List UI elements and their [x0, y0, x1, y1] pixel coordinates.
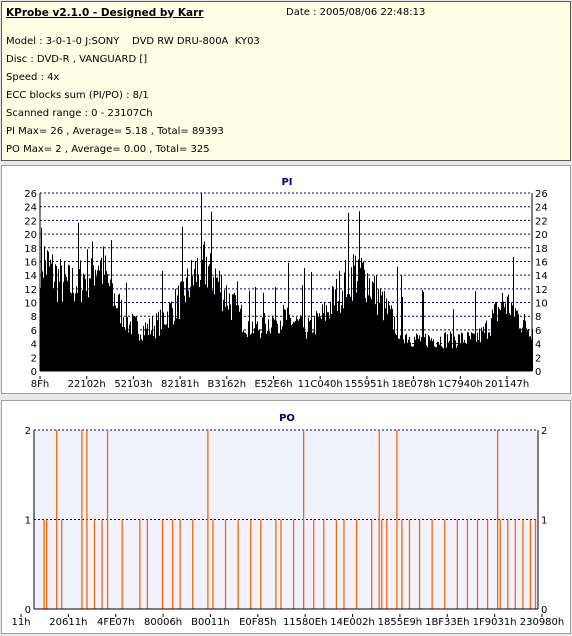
- pi-xtick-label: 82181h: [161, 379, 199, 390]
- pi-xtick-label: 155951h: [345, 379, 390, 390]
- range-line: Scanned range : 0 - 23107Ch: [6, 108, 153, 119]
- po-xtick-label: 230980h: [520, 617, 565, 628]
- pi-ytick-left: 6: [31, 326, 37, 337]
- pi-chart-panel: PI 0 0 2 2 4 4 6 6 8 8 10 10 12 12 14 14 16 16 18 18 20 20 22 2…: [1, 165, 571, 394]
- po-xtick-label: B0011h: [191, 617, 230, 628]
- po-ytick-left: 1: [25, 516, 31, 527]
- pi-ytick-left: 12: [24, 285, 37, 296]
- po-xtick-label: 11h: [11, 617, 30, 628]
- po-xtick-label: 80006h: [144, 617, 182, 628]
- pi-ytick-left: 0: [31, 367, 37, 378]
- model-line: Model : 3-0-1-0 J:SONY DVD RW DRU-800A K…: [6, 36, 260, 47]
- pi-ytick-right: 18: [535, 244, 548, 255]
- po-xtick-label: E0F85h: [239, 617, 277, 628]
- pi-ytick-left: 20: [24, 230, 37, 241]
- pi-ytick-right: 22: [535, 216, 548, 227]
- pi-ytick-left: 8: [31, 312, 37, 323]
- po-ytick-left: 0: [25, 605, 31, 616]
- pi-ytick-left: 26: [24, 189, 37, 200]
- pi-xtick-label: 1C7940h: [438, 379, 483, 390]
- ecc-line: ECC blocks sum (PI/PO) : 8/1: [6, 90, 149, 101]
- po-xtick-label: 1F9031h: [473, 617, 517, 628]
- po-xtick-label: 4FE07h: [97, 617, 135, 628]
- app-title: KProbe v2.1.0 - Designed by Karr: [6, 7, 204, 19]
- scan-date: Date : 2005/08/06 22:48:13: [286, 7, 426, 18]
- po-chart-panel: PO 0 0 1 1 2 2 11h 20611h 4FE07h 80006h B0011h E0F8…: [1, 400, 571, 634]
- pi-xtick-label: 201147h: [485, 379, 530, 390]
- pi-xtick-label: 11C040h: [298, 379, 343, 390]
- info-panel: KProbe v2.1.0 - Designed by Karr Date : …: [1, 1, 571, 161]
- pi-xtick-label: 22102h: [68, 379, 106, 390]
- pi-ytick-right: 12: [535, 285, 548, 296]
- pi-data-area: [40, 193, 533, 371]
- po-ytick-right: 1: [541, 516, 547, 527]
- po-ytick-right: 2: [541, 426, 547, 437]
- pi-ytick-left: 14: [24, 271, 37, 282]
- pi-ytick-left: 24: [24, 203, 37, 214]
- pi-ytick-left: 18: [24, 244, 37, 255]
- pi-ytick-right: 2: [535, 353, 541, 364]
- pi-xtick-label: 8Fh: [31, 379, 49, 390]
- po-xtick-label: 1855E9h: [378, 617, 422, 628]
- pi-xtick-label: 18E078h: [391, 379, 435, 390]
- pi-chart-title: PI: [281, 177, 292, 188]
- po-chart: PO 0 0 1 1 2 2 11h 20611h 4FE07h 80006h B0011h E0F8…: [11, 413, 564, 628]
- po-ytick-left: 2: [25, 426, 31, 437]
- pi-ytick-left: 16: [24, 257, 37, 268]
- pi-ytick-right: 8: [535, 312, 541, 323]
- pi-xtick-label: B3162h: [207, 379, 246, 390]
- pi-ytick-right: 10: [535, 299, 548, 310]
- pi-ytick-right: 4: [535, 340, 541, 351]
- pi-xtick-label: 52103h: [114, 379, 152, 390]
- po-xtick-label: 11580Eh: [283, 617, 327, 628]
- pi-ytick-right: 26: [535, 189, 548, 200]
- pi-ytick-right: 6: [535, 326, 541, 337]
- speed-line: Speed : 4x: [6, 72, 60, 83]
- po-xtick-label: 20611h: [49, 617, 87, 628]
- pi-ytick-left: 22: [24, 216, 37, 227]
- pi-ytick-right: 16: [535, 257, 548, 268]
- po-xtick-label: 14E002h: [330, 617, 374, 628]
- po-xtick-label: 1BF33Eh: [425, 617, 469, 628]
- disc-line: Disc : DVD-R , VANGUARD []: [6, 54, 148, 65]
- pi-ytick-right: 24: [535, 203, 548, 214]
- pi-ytick-right: 0: [535, 367, 541, 378]
- pi-ytick-right: 20: [535, 230, 548, 241]
- pi-xtick-label: E52E6h: [254, 379, 292, 390]
- po-chart-title: PO: [279, 413, 295, 424]
- pi-ytick-left: 2: [31, 353, 37, 364]
- pi-stats-line: PI Max= 26 , Average= 5.18 , Total= 8939…: [6, 126, 224, 137]
- pi-ytick-left: 4: [31, 340, 37, 351]
- po-ytick-right: 0: [541, 605, 547, 616]
- po-stats-line: PO Max= 2 , Average= 0.00 , Total= 325: [6, 144, 210, 155]
- pi-ytick-left: 10: [24, 299, 37, 310]
- po-plot-area: 0 0 1 1 2 2 11h 20611h 4FE07h 80006h B0011h E0F85h 1…: [11, 426, 564, 628]
- pi-ytick-right: 14: [535, 271, 548, 282]
